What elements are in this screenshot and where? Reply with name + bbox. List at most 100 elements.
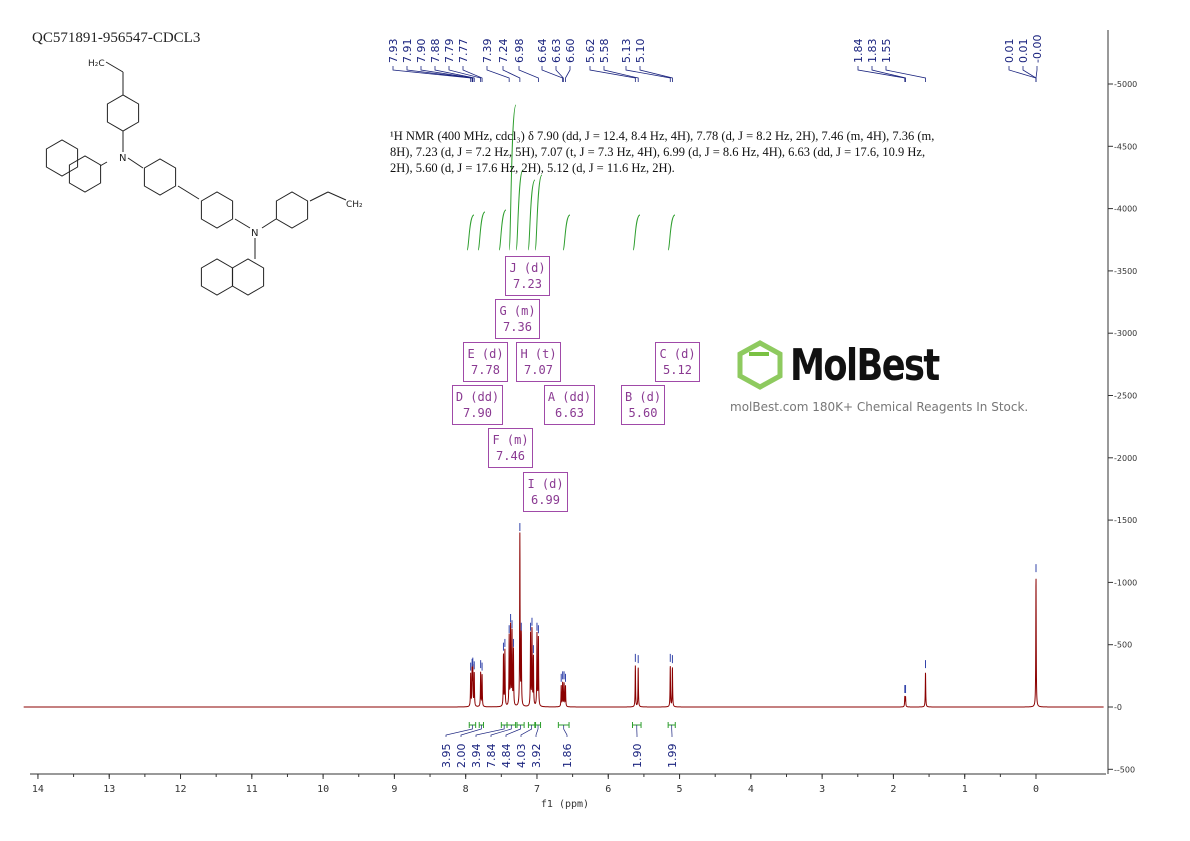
- multiplet-box: A (dd) 6.63: [544, 385, 595, 425]
- peak-leader-line: [420, 66, 474, 82]
- multiplet-shift: 6.99: [531, 493, 560, 507]
- peak-leader-line: [625, 66, 671, 82]
- integral-curve: [515, 169, 524, 251]
- peak-leader-line: [502, 66, 521, 82]
- vinyl-label-top: H₂C: [88, 59, 105, 69]
- integral-curves: [466, 104, 676, 251]
- peak-leader-line: [1008, 66, 1037, 82]
- integral-leader-line: [505, 725, 521, 737]
- multiplet-label: B (d): [624, 390, 662, 404]
- integral-curve: [527, 179, 536, 251]
- peak-label: 1.55: [880, 39, 893, 64]
- peak-leader-line: [589, 66, 636, 82]
- integral-curve: [466, 214, 475, 251]
- benzene-ring: [231, 258, 265, 296]
- integral-leader-line: [490, 725, 512, 737]
- peak-label: 5.62: [584, 39, 597, 64]
- peak-label: 7.90: [415, 39, 428, 64]
- multiplet-label: G (m): [499, 304, 536, 318]
- integral-leader-line: [535, 725, 539, 737]
- benzene-ring: [275, 191, 309, 229]
- y-tick-label: -500: [1114, 641, 1132, 650]
- peak-leader-line: [1022, 66, 1037, 82]
- peak-label: 7.39: [481, 39, 494, 64]
- multiplet-label: C (d): [659, 347, 696, 361]
- peak-leader-line: [486, 66, 510, 82]
- peak-leader-line: [448, 66, 482, 82]
- peak-label: 0.01: [1017, 39, 1030, 64]
- x-tick-label: 6: [605, 784, 611, 795]
- x-tick-label: 12: [174, 784, 186, 795]
- x-tick-label: 7: [534, 784, 540, 795]
- multiplet-label: A (dd): [547, 390, 592, 404]
- y-tick-label: -3000: [1114, 329, 1137, 338]
- molecule-structure: [45, 61, 347, 296]
- peak-leader-line: [434, 66, 475, 82]
- peak-leader-line: [885, 66, 926, 82]
- benzene-ring: [200, 258, 234, 296]
- multiplet-shift: 7.78: [471, 363, 500, 377]
- x-tick-label: 8: [463, 784, 469, 795]
- peak-leader-line: [603, 66, 639, 82]
- x-tick-label: 3: [819, 784, 825, 795]
- multiplet-box: D (dd) 7.90: [452, 385, 503, 425]
- peak-leader-line: [406, 66, 473, 82]
- x-tick-label: 2: [890, 784, 896, 795]
- integral-value: 1.99: [666, 744, 679, 769]
- multiplet-box: J (d) 7.23: [505, 256, 550, 296]
- peak-leader-line: [518, 66, 539, 82]
- watermark-logo: MolBest: [790, 340, 940, 391]
- integral-value: 1.86: [561, 744, 574, 769]
- y-tick-label: -5000: [1114, 80, 1137, 89]
- integral-value: 3.92: [530, 744, 543, 769]
- multiplet-shift: 7.46: [496, 449, 525, 463]
- multiplet-label: F (m): [492, 433, 529, 447]
- vinyl-label-right: CH₂: [346, 200, 363, 210]
- integral-leader-line: [520, 725, 532, 737]
- y-tick-label: -0: [1114, 703, 1122, 712]
- peak-label: 6.60: [564, 39, 577, 64]
- y-tick-label: -4000: [1114, 205, 1137, 214]
- y-tick-label: -1000: [1114, 578, 1137, 587]
- multiplet-box: G (m) 7.36: [495, 299, 540, 339]
- bond: [309, 191, 329, 202]
- peak-leader-line: [392, 66, 472, 82]
- peak-label: 6.63: [550, 39, 563, 64]
- integral-leader-line: [563, 725, 568, 737]
- sample-id: QC571891-956547-CDCL3: [32, 30, 201, 46]
- peak-label: 6.64: [536, 39, 549, 64]
- y-tick-label: -2500: [1114, 392, 1137, 401]
- x-tick-label: 9: [391, 784, 397, 795]
- multiplet-shift: 7.23: [513, 277, 542, 291]
- benzene-ring: [106, 94, 140, 132]
- x-tick-label: 1: [962, 784, 968, 795]
- y-tick-label: --500: [1114, 765, 1135, 774]
- multiplet-label: H (t): [520, 347, 557, 361]
- multiplet-box: I (d) 6.99: [523, 472, 568, 512]
- watermark-subtitle: molBest.com 180K+ Chemical Reagents In S…: [730, 400, 1029, 414]
- benzene-ring: [68, 155, 102, 193]
- nitrogen-13: N: [251, 228, 258, 239]
- peak-label: 0.01: [1003, 39, 1016, 64]
- x-tick-label: 4: [748, 784, 754, 795]
- peak-label: 7.24: [497, 39, 510, 64]
- multiplet-shift: 6.63: [555, 406, 584, 420]
- peak-label: 7.79: [443, 39, 456, 64]
- peak-label: 7.93: [387, 39, 400, 64]
- multiplet-shift: 7.36: [503, 320, 532, 334]
- molbest-logo-icon: [737, 340, 783, 390]
- peak-label: -0.00: [1031, 35, 1044, 63]
- integral-curve: [508, 104, 517, 251]
- x-tick-label: 5: [677, 784, 683, 795]
- integral-leader-line: [460, 725, 482, 737]
- integral-leader-line: [475, 725, 505, 737]
- peak-leader-line: [462, 66, 483, 82]
- peak-label: 7.88: [429, 39, 442, 64]
- y-tick-label: -1500: [1114, 516, 1137, 525]
- integral-value: 3.95: [440, 744, 453, 769]
- peak-label: 7.91: [401, 39, 414, 64]
- bond: [127, 157, 144, 169]
- multiplet-label: I (d): [527, 477, 564, 491]
- nitrogen-14: N: [119, 153, 126, 164]
- multiplet-box: F (m) 7.46: [488, 428, 533, 468]
